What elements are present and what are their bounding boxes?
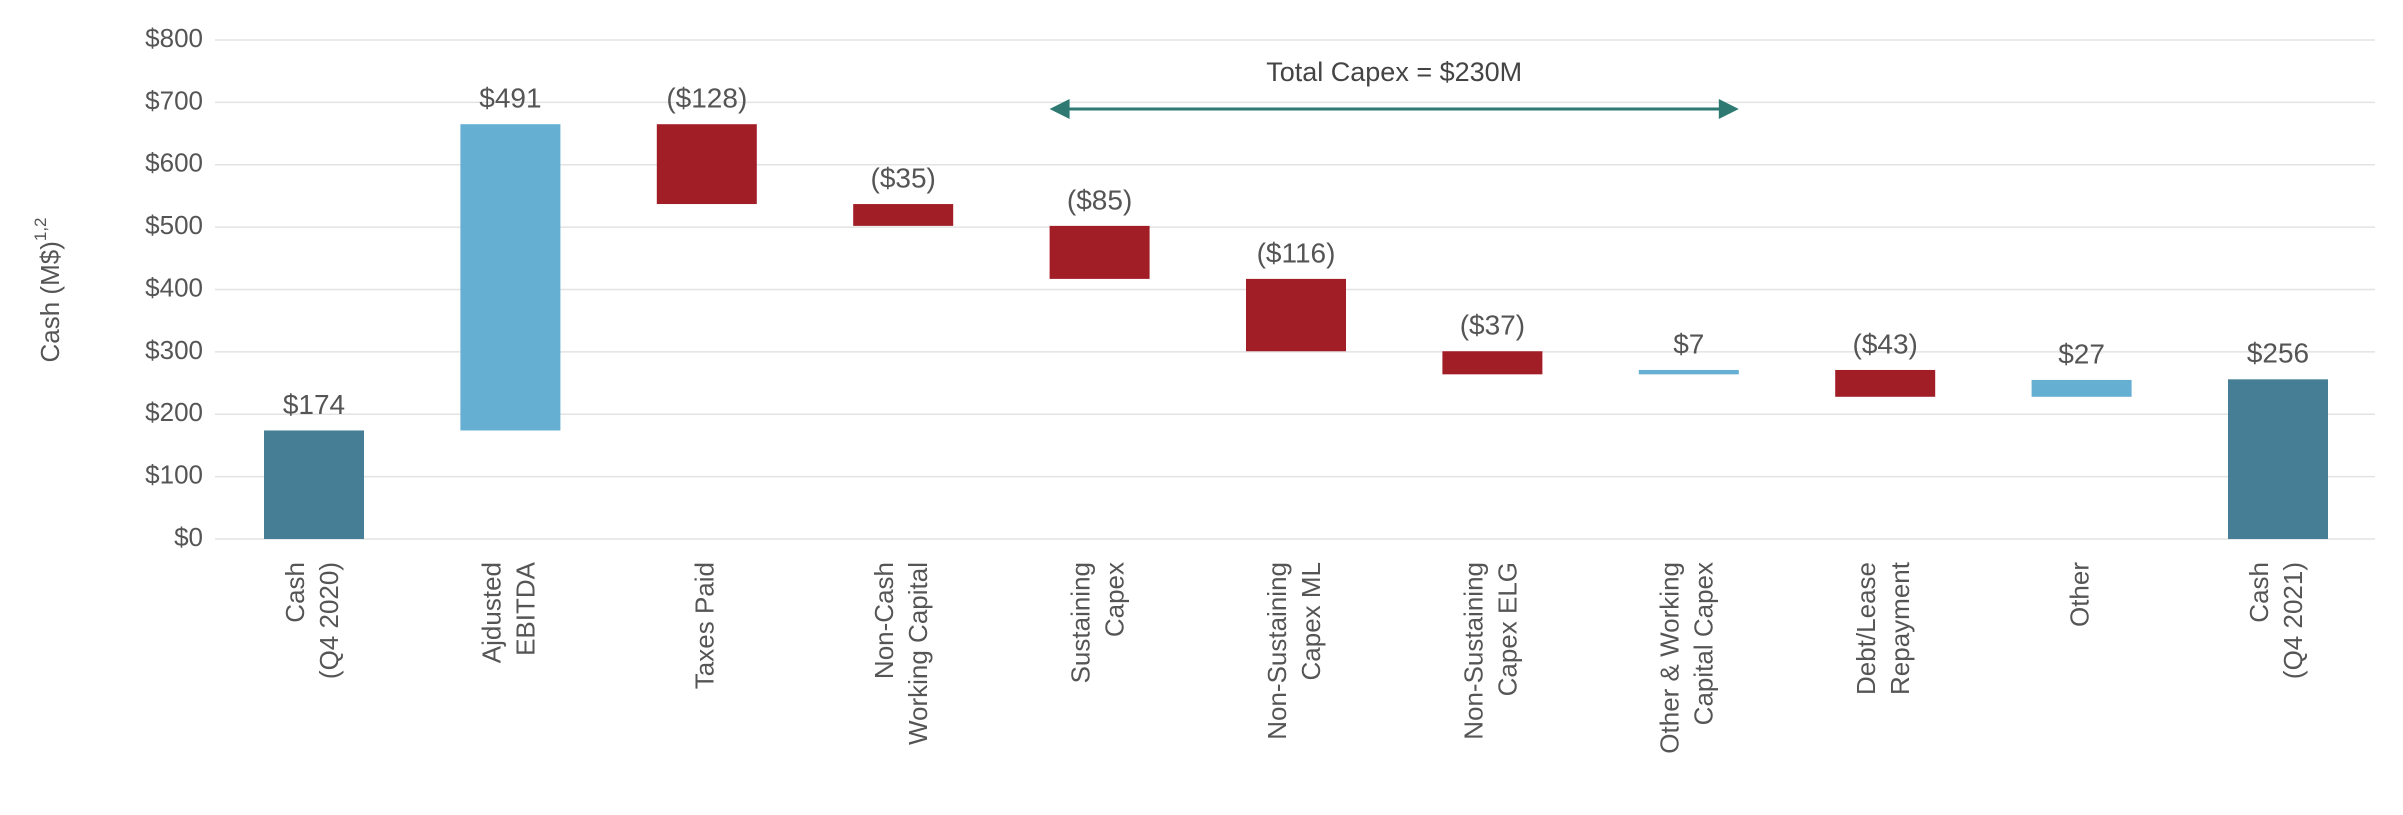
value-label: ($43) xyxy=(1853,328,1918,359)
x-tick-label: Taxes Paid xyxy=(690,562,720,689)
x-tick-label: Capex ML xyxy=(1296,562,1326,681)
x-tick-label: (Q4 2021) xyxy=(2278,562,2308,679)
bar xyxy=(853,204,954,226)
x-tick-label: Working Capital xyxy=(903,562,933,745)
bar xyxy=(1442,351,1543,375)
value-label: $491 xyxy=(479,83,541,114)
bar xyxy=(1638,369,1739,375)
y-axis-label: Cash (M$)1,2 xyxy=(31,218,64,363)
annotation: Total Capex = $230M xyxy=(1266,57,1522,87)
x-tick-label: Non-Sustaining xyxy=(1262,562,1292,740)
value-label: ($85) xyxy=(1067,184,1132,215)
x-tick-label: (Q4 2020) xyxy=(314,562,344,679)
bar xyxy=(264,430,364,539)
value-label: $7 xyxy=(1673,328,1704,359)
x-tick-label: Non-Cash xyxy=(869,562,899,679)
bar xyxy=(1049,225,1150,279)
value-label: ($35) xyxy=(871,162,936,193)
y-axis-label-main: Cash (M$) xyxy=(35,241,65,362)
y-tick-label: $300 xyxy=(145,335,203,365)
y-tick-label: $200 xyxy=(145,397,203,427)
value-label: ($37) xyxy=(1460,310,1525,341)
bar xyxy=(2031,379,2132,397)
bar xyxy=(1246,278,1346,352)
x-tick-label: Capex xyxy=(1099,562,1129,637)
value-label: ($116) xyxy=(1257,237,1336,268)
value-label: $27 xyxy=(2058,338,2105,369)
x-tick-label: Non-Sustaining xyxy=(1458,562,1488,740)
y-tick-label: $500 xyxy=(145,210,203,240)
y-axis-label-sup: 1,2 xyxy=(31,218,50,242)
y-tick-label: $100 xyxy=(145,460,203,490)
x-tick-label: Debt/Lease xyxy=(1851,562,1881,695)
y-tick-label: $700 xyxy=(145,85,203,115)
x-tick-label: Cash xyxy=(2244,562,2274,623)
bar xyxy=(1835,369,1936,397)
x-tick-label: Capital Capex xyxy=(1689,562,1719,725)
value-label: $256 xyxy=(2247,338,2309,369)
bar xyxy=(2228,379,2328,539)
x-tick-label: Cash xyxy=(280,562,310,623)
y-tick-label: $600 xyxy=(145,148,203,178)
value-label: ($128) xyxy=(666,83,747,114)
x-tick-label: Other & Working xyxy=(1655,562,1685,754)
arrow-head xyxy=(1718,99,1739,119)
x-tick-label: Ajdusted xyxy=(476,562,506,663)
value-label: $174 xyxy=(283,389,345,420)
arrow-head xyxy=(1049,99,1070,119)
y-tick-label: $400 xyxy=(145,272,203,302)
x-tick-label: EBITDA xyxy=(510,561,540,656)
x-tick-label: Capex ELG xyxy=(1492,562,1522,696)
bar xyxy=(460,124,561,431)
bar xyxy=(656,124,757,205)
y-tick-label: $0 xyxy=(174,522,203,552)
x-tick-label: Repayment xyxy=(1885,561,1915,695)
x-tick-label: Other xyxy=(2064,562,2094,627)
y-tick-label: $800 xyxy=(145,23,203,53)
x-tick-label: Sustaining xyxy=(1065,562,1095,683)
